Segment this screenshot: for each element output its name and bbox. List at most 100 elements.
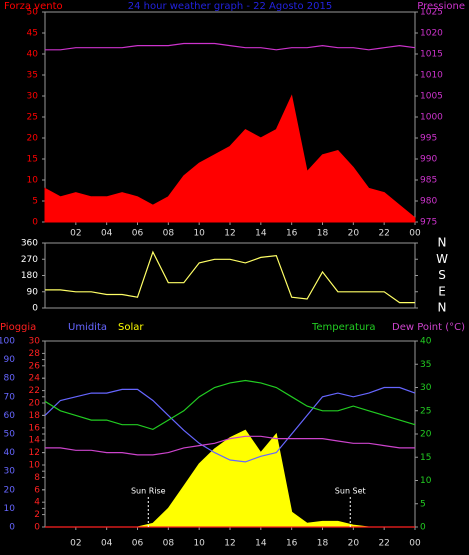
y-tick-label: 360 (21, 239, 38, 249)
x-tick-label: 02 (70, 229, 81, 239)
y-tick-label: 25 (27, 113, 38, 123)
y3-tick-label: 28 (29, 349, 41, 359)
y2-tick-label: 5 (420, 499, 426, 509)
y-tick-label: 20 (27, 134, 39, 144)
y2-tick-label: 30 (420, 383, 432, 393)
x-tick-label: 20 (348, 539, 360, 549)
y-tick-label: 5 (32, 197, 38, 207)
x-tick-label: 22 (378, 539, 389, 549)
legend-label: Forza vento (4, 1, 63, 12)
x-tick-label: 08 (163, 539, 175, 549)
y-tick-label: 10 (27, 176, 39, 186)
legend-label: Temperatura (311, 322, 376, 333)
y3-tick-label: 24 (29, 374, 41, 384)
series-line (44, 386, 416, 463)
y2-tick-label: 1025 (420, 8, 443, 18)
y2-tick-label: N (438, 301, 447, 315)
y2-tick-label: 20 (420, 430, 432, 440)
y3-tick-label: 14 (29, 436, 41, 446)
y2-tick-label: 975 (420, 218, 437, 228)
x-tick-label: 14 (255, 539, 267, 549)
x-tick-label: 18 (317, 229, 329, 239)
y3-tick-label: 22 (29, 386, 40, 396)
y2-tick-label: 1010 (420, 71, 443, 81)
y3-tick-label: 0 (34, 523, 40, 533)
y-tick-label: 30 (27, 92, 39, 102)
x-tick-label: 10 (193, 539, 205, 549)
y2-tick-label: 25 (420, 406, 431, 416)
y-tick-label: 90 (27, 287, 39, 297)
y3-tick-label: 20 (29, 399, 41, 409)
y2-tick-label: 990 (420, 155, 437, 165)
y2-tick-label: W (436, 252, 448, 266)
y2-tick-label: 985 (420, 176, 437, 186)
y-tick-label: 90 (4, 355, 16, 365)
y2-tick-label: 995 (420, 134, 437, 144)
x-tick-label: 12 (224, 539, 235, 549)
y3-tick-label: 18 (29, 411, 41, 421)
y-tick-label: 180 (21, 271, 38, 281)
x-tick-label: 00 (409, 539, 421, 549)
y-tick-label: 60 (4, 411, 16, 421)
x-tick-label: 08 (163, 229, 175, 239)
y3-tick-label: 10 (29, 461, 41, 471)
x-tick-label: 06 (132, 539, 144, 549)
y2-tick-label: 1000 (420, 113, 443, 123)
y-tick-label: 50 (4, 430, 16, 440)
y2-tick-label: 40 (420, 337, 432, 347)
y-tick-label: 0 (32, 304, 38, 314)
annotation-label: Sun Rise (131, 487, 166, 496)
x-tick-label: 12 (224, 229, 235, 239)
y-tick-label: 70 (4, 392, 16, 402)
y2-tick-label: E (438, 284, 446, 298)
y-tick-label: 10 (4, 504, 16, 514)
y3-tick-label: 30 (29, 337, 41, 347)
y2-tick-label: 10 (420, 476, 432, 486)
x-tick-label: 22 (378, 229, 389, 239)
x-tick-label: 20 (348, 229, 360, 239)
y2-tick-label: 35 (420, 360, 431, 370)
y2-tick-label: N (438, 236, 447, 250)
y3-tick-label: 4 (34, 498, 40, 508)
y-tick-label: 0 (9, 523, 15, 533)
y-tick-label: 40 (27, 50, 39, 60)
x-tick-label: 16 (286, 229, 298, 239)
series-line (45, 42, 416, 51)
y3-tick-label: 16 (29, 423, 41, 433)
y-tick-label: 30 (4, 467, 16, 477)
x-tick-label: 14 (255, 229, 267, 239)
y2-tick-label: 0 (420, 523, 426, 533)
x-tick-label: 02 (70, 539, 81, 549)
y2-tick-label: S (438, 268, 446, 282)
series-line (45, 250, 415, 304)
y-tick-label: 80 (4, 374, 16, 384)
y-tick-label: 50 (27, 8, 39, 18)
legend-label: Pressione (417, 1, 465, 12)
x-tick-label: 10 (193, 229, 205, 239)
series-line (45, 435, 415, 456)
x-tick-label: 16 (286, 539, 298, 549)
y3-tick-label: 8 (34, 473, 40, 483)
legend-label: Solar (118, 322, 144, 333)
y-tick-label: 20 (4, 485, 16, 495)
y-tick-label: 15 (27, 155, 38, 165)
y-tick-label: 270 (21, 255, 38, 265)
y2-tick-label: 1020 (420, 29, 443, 39)
series-area (44, 94, 416, 223)
y-tick-label: 100 (0, 337, 15, 347)
series-line (44, 379, 416, 431)
y3-tick-label: 2 (34, 510, 40, 520)
y3-tick-label: 26 (29, 361, 41, 371)
x-tick-label: 04 (101, 229, 113, 239)
legend-label: Dew Point (°C) (392, 322, 465, 333)
x-tick-label: 18 (317, 539, 329, 549)
y3-tick-label: 12 (29, 448, 40, 458)
y2-tick-label: 1005 (420, 92, 443, 102)
y-tick-label: 45 (27, 29, 38, 39)
y3-tick-label: 6 (34, 485, 40, 495)
y-tick-label: 0 (32, 218, 38, 228)
y2-tick-label: 980 (420, 197, 437, 207)
annotation-label: Sun Set (335, 487, 366, 496)
y-tick-label: 40 (4, 448, 16, 458)
